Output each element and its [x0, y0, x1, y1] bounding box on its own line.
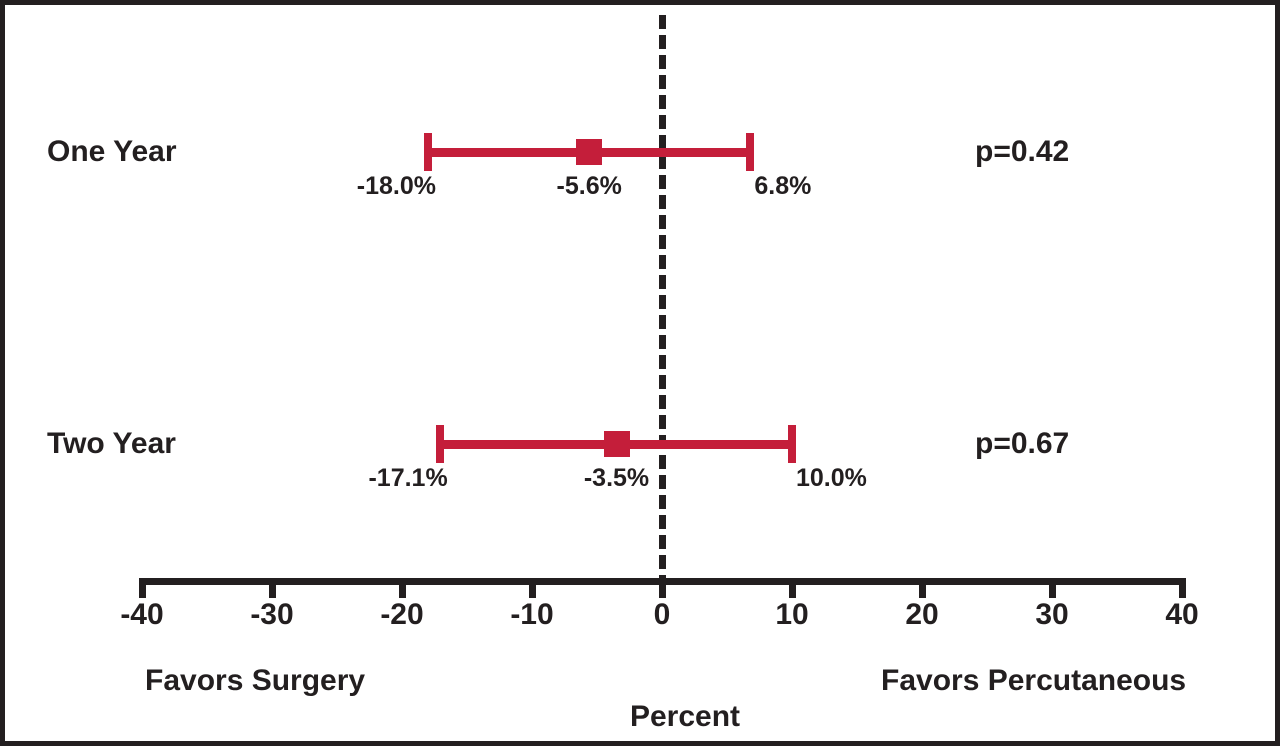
axis-tick-label: 40 — [1165, 598, 1199, 631]
favors-right-label: Favors Percutaneous — [881, 664, 1187, 697]
ci-low-label: -18.0% — [356, 172, 436, 200]
x-axis-title: Percent — [629, 700, 741, 733]
axis-tick — [1178, 578, 1186, 598]
axis-tick — [918, 578, 926, 598]
axis-tick-label: 20 — [905, 598, 939, 631]
axis-tick — [398, 578, 406, 598]
row-label: Two Year — [47, 427, 176, 460]
ci-cap-left — [424, 133, 432, 171]
axis-tick-label: 0 — [653, 598, 671, 631]
ci-cap-left — [435, 425, 444, 463]
axis-tick — [268, 578, 276, 598]
ci-high-label: 6.8% — [754, 172, 812, 200]
ci-cap-right — [746, 133, 755, 171]
point-estimate-label: -5.6% — [556, 172, 622, 200]
axis-tick-label: -40 — [120, 598, 164, 631]
point-estimate-label: -3.5% — [583, 464, 650, 492]
ci-cap-right — [788, 425, 796, 463]
axis-tick-label: -10 — [510, 598, 554, 631]
p-value-label: p=0.67 — [975, 427, 1070, 460]
axis-tick — [788, 578, 796, 598]
axis-tick-label: 10 — [775, 598, 809, 631]
axis-tick — [528, 578, 536, 598]
axis-tick-label: -20 — [380, 598, 424, 631]
row-label: One Year — [47, 135, 177, 168]
axis-tick — [1048, 578, 1056, 598]
point-estimate-marker — [603, 431, 630, 457]
ci-low-label: -17.1% — [368, 464, 448, 492]
axis-tick-label: 30 — [1035, 598, 1069, 631]
zero-reference-dashed-line — [658, 15, 666, 592]
ci-high-label: 10.0% — [796, 464, 867, 492]
favors-left-label: Favors Surgery — [145, 664, 366, 697]
axis-tick-label: -30 — [250, 598, 294, 631]
point-estimate-marker — [576, 139, 603, 165]
p-value-label: p=0.42 — [975, 135, 1070, 168]
axis-tick — [658, 578, 666, 598]
axis-tick — [138, 578, 146, 598]
